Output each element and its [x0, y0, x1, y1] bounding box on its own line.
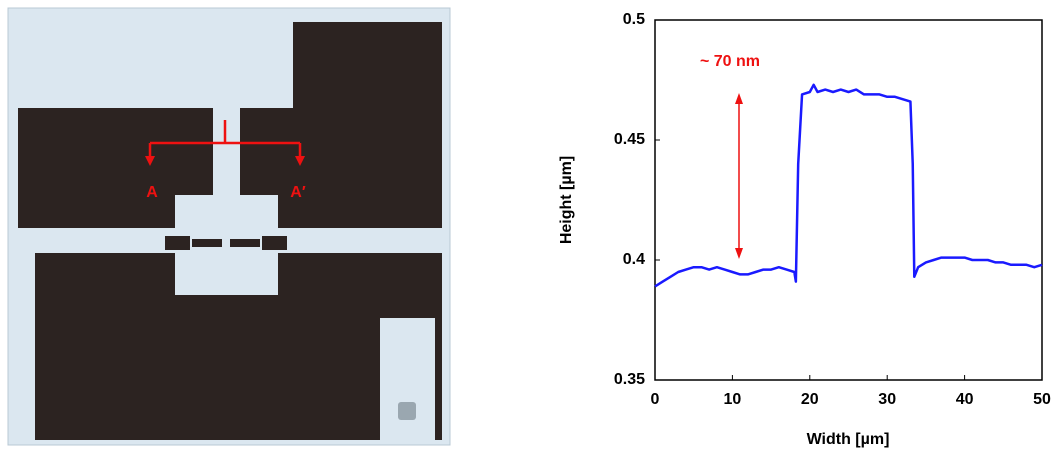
y-tick-label: 0.35: [614, 371, 645, 388]
x-tick-label: 30: [878, 391, 896, 408]
y-tick-label: 0.45: [614, 131, 645, 148]
x-axis-label: Width [µm]: [807, 431, 890, 448]
x-tick-label: 10: [724, 391, 742, 408]
y-tick-label: 0.4: [623, 251, 645, 268]
section-label: A′: [290, 184, 306, 201]
section-label: A: [146, 184, 158, 201]
y-axis-label: Height [µm]: [558, 156, 575, 244]
y-tick-label: 0.5: [623, 11, 645, 28]
annotation: ~ 70 nm: [700, 53, 760, 70]
chart: Width [µm] Height [µm] ~ 70 nm 0.35 0.4 0.…: [558, 11, 1051, 448]
profile-line: [654, 83, 1043, 288]
x-tick-label: 50: [1033, 391, 1051, 408]
x-tick-label: 0: [651, 391, 660, 408]
x-tick-label: 20: [801, 391, 819, 408]
x-tick-label: 40: [956, 391, 974, 408]
plot-frame: [654, 19, 1043, 381]
micrograph: A A′: [7, 7, 451, 446]
